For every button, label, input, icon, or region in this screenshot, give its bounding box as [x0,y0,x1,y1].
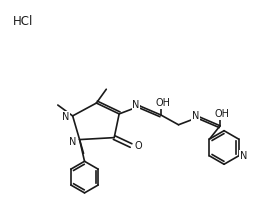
Text: O: O [134,141,142,152]
Text: N: N [192,111,199,121]
Text: N: N [240,151,247,161]
Text: N: N [69,137,76,147]
Text: N: N [132,100,140,110]
Text: HCl: HCl [13,15,34,28]
Text: OH: OH [155,98,170,108]
Text: N: N [62,112,69,122]
Text: OH: OH [215,109,230,119]
